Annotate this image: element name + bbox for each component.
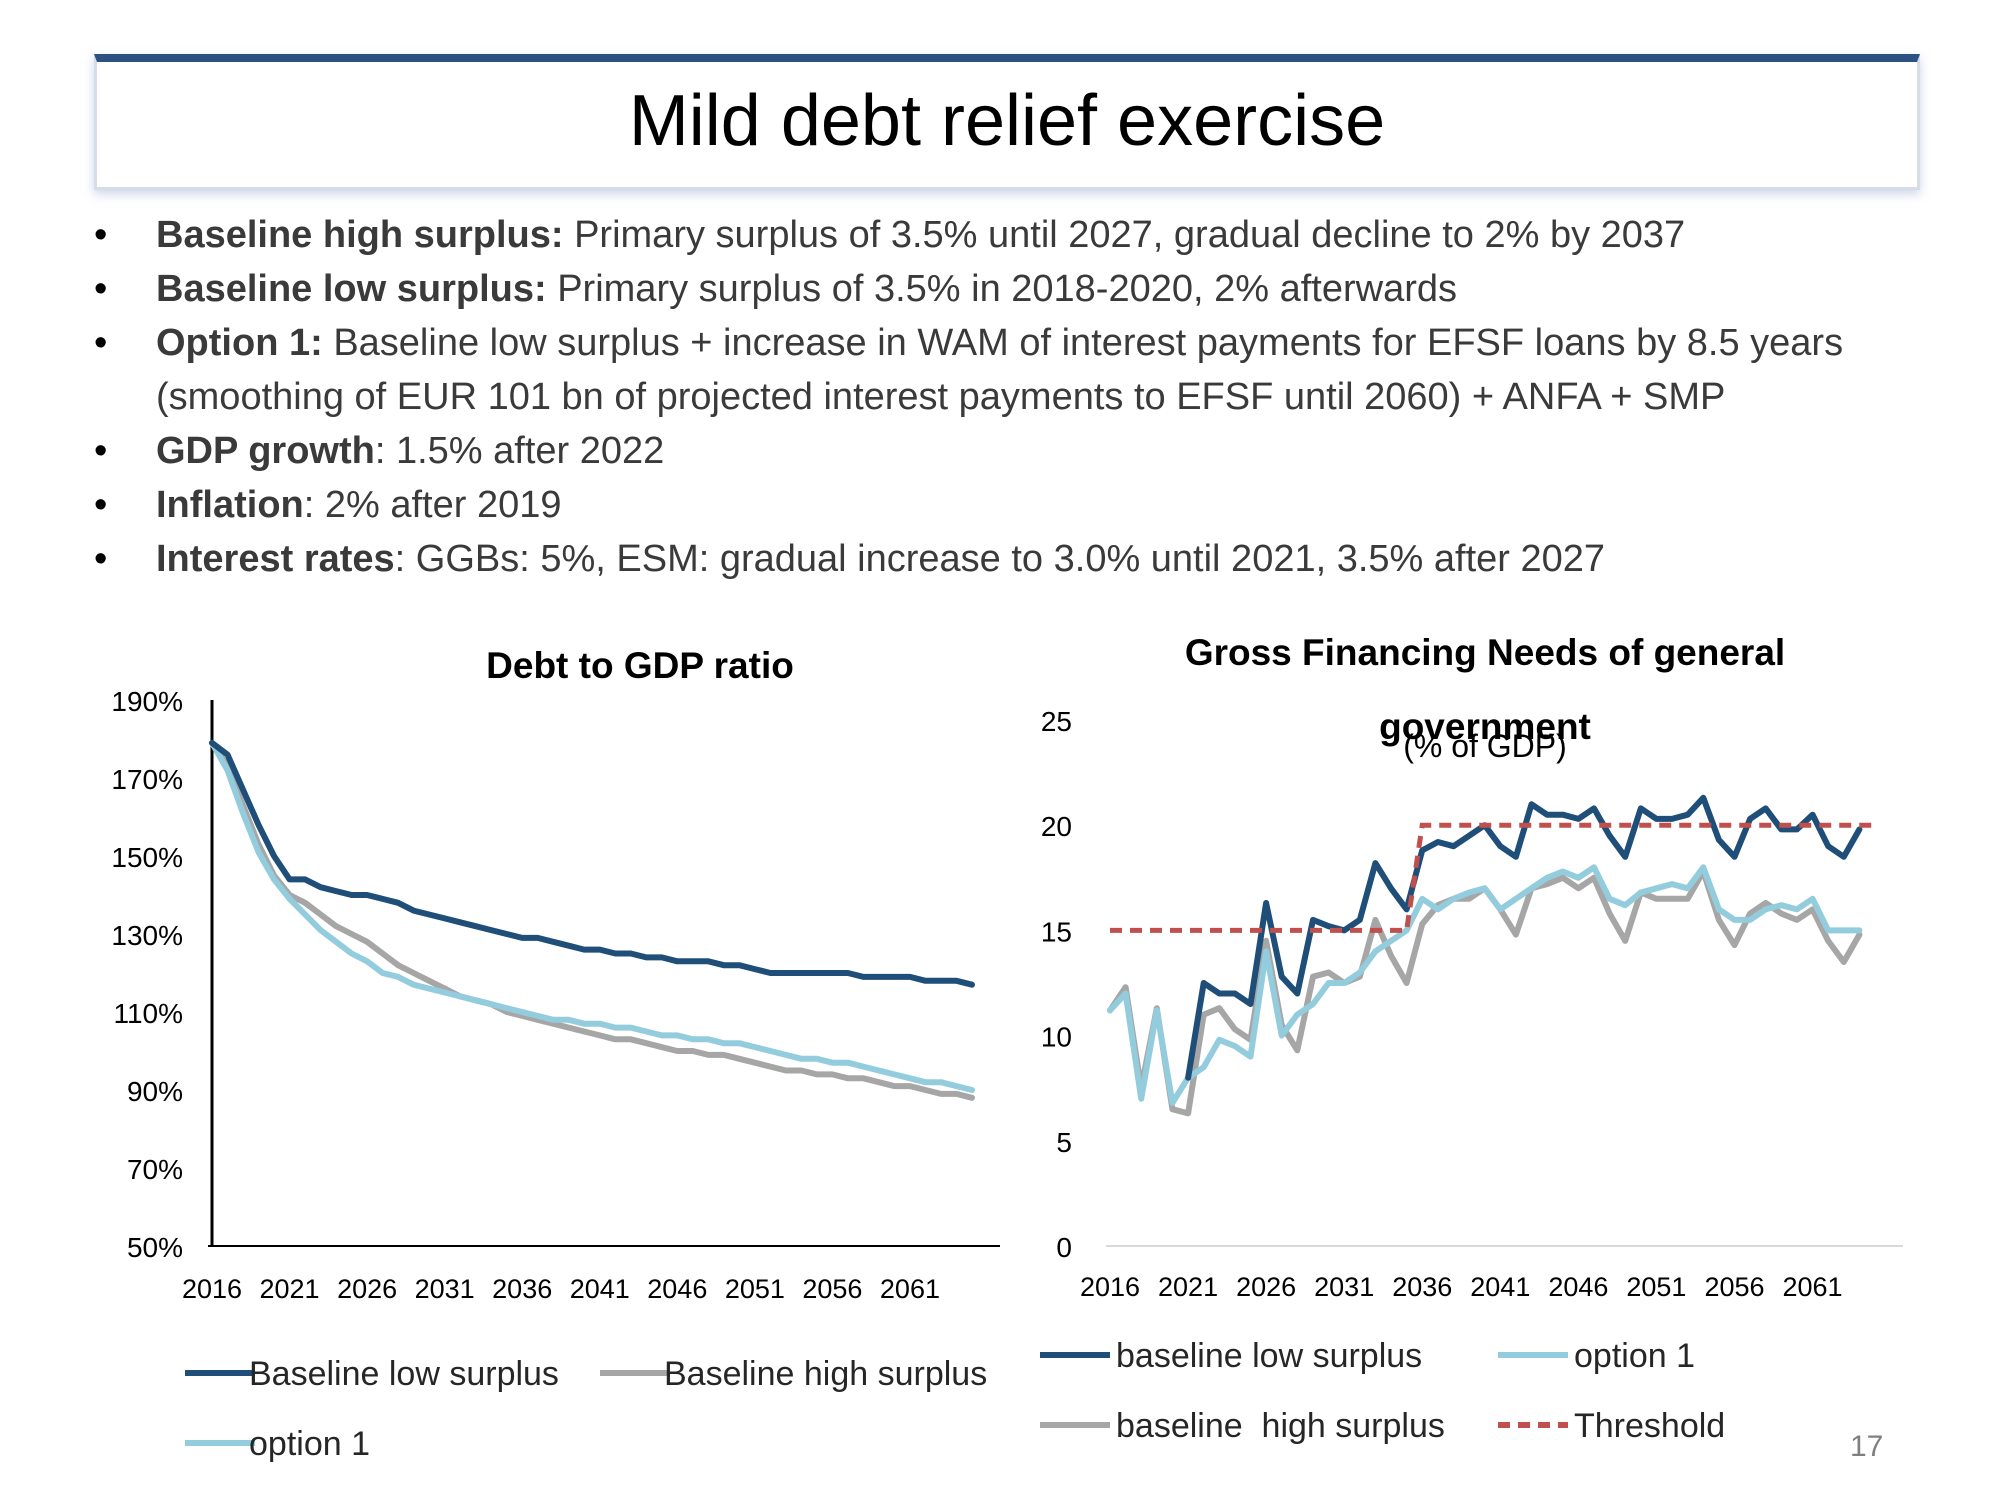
chart1-x-tick-label: 2031	[415, 1274, 475, 1304]
bullet-text: Primary surplus of 3.5% in 2018-2020, 2%…	[546, 268, 1457, 310]
chart2-y-tick-label: 5	[1056, 1127, 1072, 1158]
chart1-legend-label-high: Baseline high surplus	[664, 1355, 987, 1393]
page-number: 17	[1850, 1430, 1884, 1463]
chart2-legend-label-low: baseline low surplus	[1116, 1337, 1422, 1375]
bullet-text: : 2% after 2019	[303, 484, 562, 526]
bullet-label: Interest rates	[156, 538, 395, 580]
chart1-y-tick-label: 110%	[113, 998, 183, 1029]
chart1-y-tick-label: 50%	[127, 1232, 183, 1263]
bullet-text: : 1.5% after 2022	[374, 430, 665, 472]
chart1-y-tick-label: 190%	[111, 686, 183, 717]
chart1-series-option-line	[209, 739, 975, 1093]
chart1-y-tick-label: 130%	[111, 920, 183, 951]
chart2-x-tick-label: 2041	[1470, 1272, 1530, 1302]
chart2-x-tick-label: 2031	[1314, 1272, 1374, 1302]
bullet-dot-icon: •	[94, 430, 108, 472]
bullet-item: • Baseline high surplus: Primary surplus …	[94, 208, 1954, 262]
bullet-dot-icon: •	[94, 214, 108, 256]
bullet-dot-icon: •	[94, 538, 108, 580]
chart2-x-tick-label: 2026	[1236, 1272, 1296, 1302]
chart1-x-tick-label: 2026	[337, 1274, 397, 1304]
chart1-x-tick-label: 2036	[492, 1274, 552, 1304]
bullet-dot-icon: •	[94, 268, 108, 310]
chart1-legend-label-low: Baseline low surplus	[249, 1355, 559, 1393]
bullet-text: Primary surplus of 3.5% until 2027, grad…	[563, 214, 1686, 256]
bullet-item: • Option 1: Baseline low surplus + increa…	[94, 316, 1954, 424]
bullet-label: Inflation	[156, 484, 304, 526]
chart2-legend-label-threshold: Threshold	[1574, 1407, 1725, 1445]
chart2-x-tick-label: 2016	[1080, 1272, 1140, 1302]
chart1-y-tick-label: 150%	[111, 842, 183, 873]
chart1-x-tick-label: 2056	[802, 1274, 862, 1304]
chart2-y-tick-label: 20	[1041, 811, 1072, 842]
chart2-subtitle: (% of GDP)	[1403, 728, 1567, 764]
chart2-legend-label-option: option 1	[1574, 1337, 1695, 1375]
chart1-x-tick-label: 2016	[182, 1274, 242, 1304]
bullet-label: Option 1:	[156, 322, 323, 364]
chart1-x-tick-label: 2021	[260, 1274, 320, 1304]
chart1-legend-label-option: option 1	[249, 1425, 370, 1463]
chart2-x-tick-label: 2061	[1783, 1272, 1843, 1302]
bullet-label: Baseline high surplus:	[156, 214, 564, 256]
bullet-item: • Inflation: 2% after 2019	[94, 478, 1954, 532]
bullet-item: • Baseline low surplus: Primary surplus o…	[94, 262, 1954, 316]
chart2-title: Gross Financing Needs of general governm…	[1184, 632, 1786, 747]
chart1-series-low-line	[209, 739, 975, 988]
chart2-x-tick-label: 2046	[1548, 1272, 1608, 1302]
chart2-y-tick-label: 10	[1041, 1022, 1072, 1053]
chart2-x-tick-label: 2051	[1626, 1272, 1686, 1302]
chart2-legend-label-high: baseline high surplus	[1116, 1407, 1445, 1445]
chart1-title: Debt to GDP ratio	[486, 645, 794, 686]
chart1-x-tick-label: 2061	[880, 1274, 940, 1304]
chart1-y-tick-label: 70%	[127, 1154, 183, 1185]
bullet-text: Baseline low surplus + increase in WAM o…	[156, 322, 1844, 418]
chart2-x-tick-label: 2036	[1392, 1272, 1452, 1302]
chart2-y-tick-label: 25	[1041, 706, 1072, 737]
bullet-item: • GDP growth: 1.5% after 2022	[94, 424, 1954, 478]
title-bar: Mild debt relief exercise	[94, 54, 1920, 190]
bullet-dot-icon: •	[94, 484, 108, 526]
bullet-text: : GGBs: 5%, ESM: gradual increase to 3.0…	[394, 538, 1606, 580]
bullet-list: • Baseline high surplus: Primary surplus …	[94, 208, 1954, 586]
chart2-y-tick-label: 15	[1041, 916, 1072, 947]
chart2-x-tick-label: 2021	[1158, 1272, 1218, 1302]
chart2-series-threshold-line	[1110, 822, 1875, 933]
chart1-series-high-line	[209, 739, 975, 1101]
chart2-series-option-line	[1107, 864, 1863, 1106]
chart2-y-tick-label: 0	[1056, 1232, 1072, 1263]
bullet-label: Baseline low surplus:	[156, 268, 547, 310]
chart2-x-tick-label: 2056	[1704, 1272, 1764, 1302]
chart1-x-tick-label: 2051	[725, 1274, 785, 1304]
chart1-x-tick-label: 2046	[647, 1274, 707, 1304]
bullet-item: • Interest rates: GGBs: 5%, ESM: gradual …	[94, 532, 1954, 586]
slide-title: Mild debt relief exercise	[628, 81, 1386, 161]
chart1-y-tick-label: 170%	[111, 764, 183, 795]
chart1-x-tick-label: 2041	[570, 1274, 630, 1304]
bullet-dot-icon: •	[94, 322, 108, 364]
bullet-label: GDP growth	[156, 430, 375, 472]
chart1-y-tick-label: 90%	[127, 1076, 183, 1107]
